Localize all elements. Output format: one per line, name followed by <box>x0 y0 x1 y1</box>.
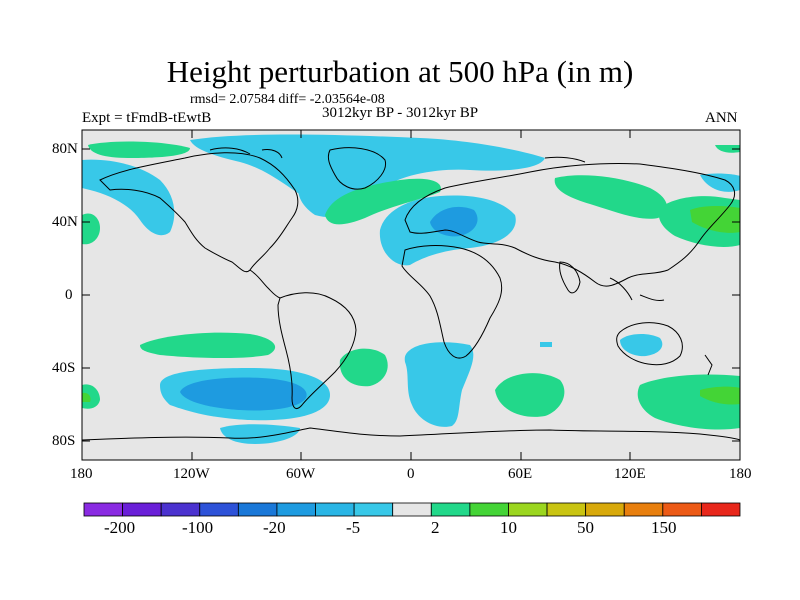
colorbar-label: -200 <box>104 518 136 537</box>
coast-north-america <box>99 152 299 273</box>
coast-eurasia <box>404 162 736 287</box>
colorbar-label: 10 <box>500 518 517 537</box>
period-label: 3012kyr BP - 3012kyr BP <box>322 105 479 121</box>
lat-label-0: 0 <box>65 287 73 303</box>
colorbar-swatch <box>585 502 625 517</box>
stats-label: rmsd= 2.07584 diff= -2.03564e-08 <box>190 92 385 107</box>
contour-fills <box>82 134 740 444</box>
map-title: Height perturbation at 500 hPa (in m) <box>166 54 634 89</box>
neg-region-northeast <box>700 173 740 192</box>
lon-label-60w: 60W <box>286 466 316 482</box>
pos-region-atlantic-north <box>325 178 441 225</box>
neg-region-southpacific-core <box>180 377 307 411</box>
colorbar-swatch <box>469 502 509 517</box>
coast-africa <box>401 245 503 359</box>
pos-region-southpacific-west-core <box>82 392 91 402</box>
season-label: ANN <box>705 110 738 126</box>
coast-antarctica <box>82 427 740 441</box>
colorbar-swatch <box>508 502 548 517</box>
colorbar-swatch <box>237 502 278 517</box>
colorbar-label: 150 <box>651 518 677 537</box>
neg-region-arctic <box>190 134 545 206</box>
lon-label-60e: 60E <box>508 466 533 482</box>
neg-region-antarctic-pacific <box>220 424 300 444</box>
coast-arctic-islands <box>209 147 586 163</box>
neg-region-southatlantic <box>404 342 474 427</box>
colorbar-swatch <box>546 502 587 517</box>
colorbar-swatch <box>315 502 355 517</box>
coastlines <box>82 147 740 441</box>
lon-label-180w: 180 <box>70 466 93 482</box>
colorbar-swatch <box>353 502 394 517</box>
lat-label-80n: 80N <box>52 141 78 157</box>
colorbar-label: -100 <box>182 518 214 537</box>
colorbar-label: 50 <box>577 518 594 537</box>
colorbar-swatch <box>662 502 702 517</box>
axis-ticks <box>82 130 740 460</box>
pos-region-indian <box>495 373 565 417</box>
colorbar-swatch <box>623 502 664 517</box>
colorbar-swatch <box>276 502 316 517</box>
lon-label-120w: 120W <box>173 466 210 482</box>
colorbar-label: -5 <box>346 518 361 537</box>
neg-region-small <box>540 342 552 347</box>
neg-region-australia <box>620 334 663 357</box>
coast-india <box>559 261 581 294</box>
pos-region-arctic-west <box>88 141 190 158</box>
colorbar-label: -20 <box>263 518 286 537</box>
pos-region-southpacific-west <box>82 384 100 409</box>
neg-region-europe-core <box>430 206 478 237</box>
colorbar-swatch <box>199 502 239 517</box>
colorbar-swatch <box>701 502 741 517</box>
colorbar-swatch <box>392 502 432 517</box>
lon-label-120e: 120E <box>614 466 646 482</box>
lat-label-40n: 40N <box>52 214 78 230</box>
colorbar-swatch <box>122 502 162 517</box>
colorbar-label: 2 <box>431 518 440 537</box>
pos-region-asia <box>554 175 668 219</box>
experiment-label: Expt = tFmdB-tEwtB <box>82 110 212 126</box>
neg-region-northamerica <box>82 159 175 236</box>
coast-south-america <box>277 292 357 409</box>
pos-region-southpacific-core <box>700 386 740 405</box>
pos-region-northpacific-west <box>82 213 100 245</box>
coast-southeast-asia <box>609 277 665 301</box>
pos-region-southatlantic <box>339 348 388 387</box>
coast-greenland <box>327 147 387 190</box>
colorbar-swatch <box>430 502 471 517</box>
pos-region-southeast-pacific <box>140 332 276 359</box>
pos-region-arctic-east <box>715 145 740 153</box>
lon-label-0: 0 <box>407 466 415 482</box>
pos-region-northpacific-core <box>690 206 740 233</box>
lon-label-180e: 180 <box>729 466 752 482</box>
colorbar-swatch <box>160 502 201 517</box>
colorbar <box>83 502 741 517</box>
coast-new-zealand <box>704 354 713 376</box>
lat-label-80s: 80S <box>52 433 76 449</box>
colorbar-swatch <box>83 502 123 517</box>
coast-australia <box>616 322 683 366</box>
lat-label-40s: 40S <box>52 360 76 376</box>
coast-central-america <box>249 269 281 299</box>
